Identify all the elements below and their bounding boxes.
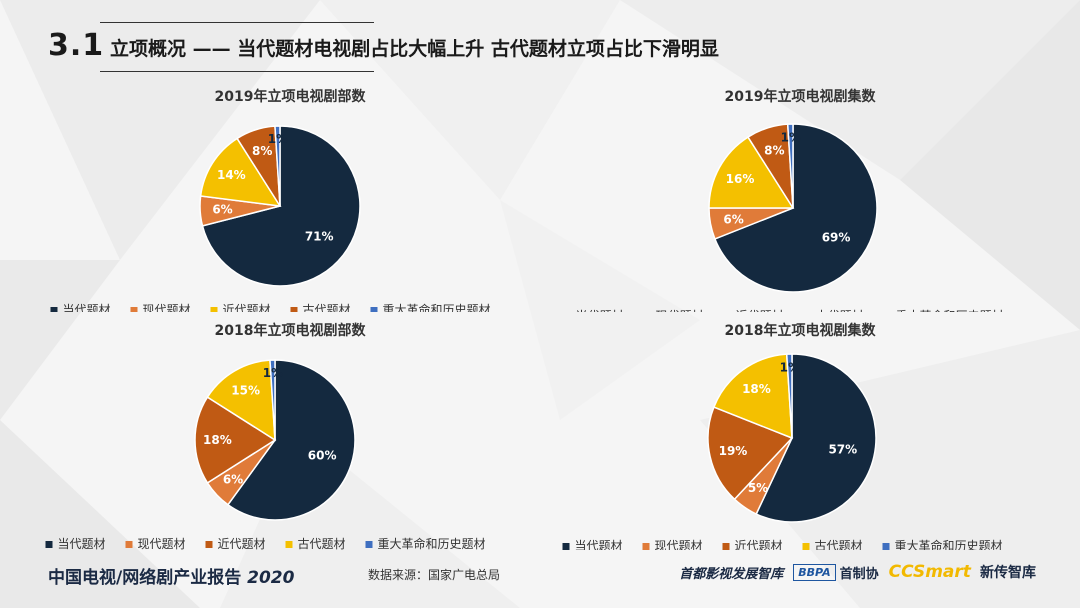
pie-slice-label-1: 57% [828, 442, 857, 456]
pie-slice-label-5: 1% [780, 360, 800, 374]
pie-slice-1 [713, 123, 878, 293]
legend-swatch-3 [205, 541, 213, 548]
pie-slice-5 [786, 123, 794, 209]
chart-2018-series-count: 2018年立项电视剧部数 60% 6% 18% 15% 1% 当代题材 现代题材 近代题材 古代… [30, 316, 550, 551]
legend-label-2: 现代题材 [655, 539, 703, 550]
pie-slice-label-3: 16% [726, 172, 755, 186]
title-rule-lines [100, 22, 374, 72]
legend-swatch-1 [562, 543, 570, 550]
legend-label-4: 古代题材 [815, 538, 863, 550]
report-title: 中国电视/网络剧产业报告 2020 [48, 563, 294, 588]
legend-swatch-3 [722, 543, 730, 550]
pie-slice-5 [269, 359, 276, 441]
data-source: 数据来源：国家广电总局 [368, 568, 501, 582]
logo-bbpa: BBPA 首制协 [793, 563, 879, 582]
legend-label-2: 现代题材 [656, 309, 704, 312]
pie-slice-5 [274, 125, 281, 207]
chart-2019-episode-count: 2019年立项电视剧集数 69% 6% 16% 8%1% 当代题材 现代题材 近代题材 古代题… [540, 82, 1060, 323]
legend-swatch-2 [130, 307, 138, 314]
pie-slice-4 [712, 353, 793, 440]
legend-swatch-4 [285, 541, 293, 548]
legend-label-1: 当代题材 [575, 539, 623, 550]
legend-swatch-2 [642, 543, 650, 550]
chart-title: 2018年立项电视剧集数 [724, 323, 876, 339]
pie-slice-label-2: 5% [748, 481, 768, 495]
pie-chart: 57% 5% 19% 18% 1% 当代题材 现代题材 近代题材 古代题材 重大革命和历史题材 [562, 353, 1003, 553]
pie-slice-1 [201, 125, 361, 287]
legend-label-4: 古代题材 [298, 536, 346, 550]
pie-slice-label-3: 14% [217, 168, 246, 182]
legend-swatch-4 [290, 307, 298, 314]
ccsmart-mark: CCSmart [888, 562, 971, 582]
pie-slice-5 [785, 353, 793, 439]
legend-label-3: 近代题材 [223, 303, 271, 312]
legend-label-5: 重大革命和历史题材 [896, 308, 1004, 312]
legend-label-2: 现代题材 [138, 537, 186, 550]
pie-slice-label-5: 1% [268, 132, 288, 146]
pie-chart: 71% 6% 14% 8%1% 当代题材 现代题材 近代题材 古代题材 重大革命和历史题材 [50, 125, 491, 317]
legend-label-3: 近代题材 [218, 537, 266, 550]
report-title-text: 中国电视/网络剧产业报告 [48, 568, 242, 588]
legend-label-2: 现代题材 [143, 303, 191, 312]
legend-swatch-3 [210, 307, 218, 314]
legend-swatch-5 [882, 543, 890, 550]
pie-slice-label-1: 69% [822, 230, 851, 244]
logo-ccsmart: CCSmart 新传智库 [889, 562, 1036, 582]
partner-logos: 首都影视发展智库 BBPA 首制协 CCSmart 新传智库 [679, 562, 1036, 582]
pie-slice-label-4: 18% [742, 382, 771, 396]
legend-label-4: 古代题材 [816, 308, 864, 312]
chart-2019-series-count: 2019年立项电视剧部数 71% 6% 14% 8% 1% 当代题材 现代题材 近代题材 古代题… [30, 82, 550, 317]
pie-slice-label-3: 19% [719, 444, 748, 458]
legend-swatch-5 [365, 541, 373, 548]
pie-slice-3 [194, 396, 277, 484]
pie-slice-label-4: 8% [764, 143, 784, 157]
bbpa-mark: BBPA [793, 563, 836, 581]
pie-chart: 69% 6% 16% 8%1% 当代题材 现代题材 近代题材 古代题材 重大革命和历史题材 [563, 123, 1004, 323]
pie-slice-label-2: 6% [212, 203, 232, 217]
pie-slice-4 [206, 359, 276, 442]
report-year: 2020 [247, 568, 295, 588]
legend-swatch-5 [370, 307, 378, 314]
chart-2018-episode-count: 2018年立项电视剧集数 57% 5% 19% 18% 1% 当代题材 现代题材 近代题材 古代… [540, 316, 1060, 553]
legend-swatch-2 [125, 541, 133, 548]
legend-label-5: 重大革命和历史题材 [895, 538, 1003, 550]
legend-label-1: 当代题材 [63, 303, 111, 312]
legend-swatch-1 [45, 541, 53, 548]
pie-slice-3 [708, 136, 795, 209]
pie-chart: 60% 6% 18% 15%1% 当代题材 现代题材 近代题材 古代题材 重大革命和历史题材 [45, 359, 486, 551]
pie-slice-1 [226, 359, 356, 521]
legend-label-3: 近代题材 [735, 539, 783, 550]
legend-label-4: 古代题材 [303, 302, 351, 312]
legend-label-3: 近代题材 [736, 309, 784, 312]
section-number: 3.1 [48, 28, 105, 63]
pie-slice-label-4: 15% [231, 383, 260, 397]
chart-title: 2019年立项电视剧集数 [724, 89, 876, 105]
bbpa-text: 首制协 [839, 566, 879, 582]
pie-slice-3 [199, 137, 282, 207]
pie-slice-label-5: 1% [781, 130, 801, 144]
pie-slice-1 [755, 353, 877, 523]
legend-label-1: 当代题材 [58, 537, 106, 550]
pie-slice-label-1: 60% [308, 448, 337, 462]
pie-slice-label-2: 6% [723, 212, 743, 226]
logo-capital-film-think-tank: 首都影视发展智库 [679, 566, 784, 582]
legend-label-1: 当代题材 [576, 309, 624, 312]
slide-title: 立项概况 —— 当代题材电视剧占比大幅上升 古代题材立项占比下滑明显 [110, 38, 719, 60]
pie-slice-label-5: 1% [263, 366, 283, 380]
pie-slice-label-4: 8% [252, 144, 272, 158]
pie-slice-label-3: 18% [203, 433, 232, 447]
pie-slice-label-2: 6% [223, 472, 243, 486]
pie-slice-label-1: 71% [305, 229, 334, 243]
chart-title: 2018年立项电视剧部数 [214, 323, 366, 339]
ccsmart-text: 新传智库 [980, 565, 1036, 581]
chart-title: 2019年立项电视剧部数 [214, 89, 366, 105]
legend-swatch-4 [802, 543, 810, 550]
legend-swatch-1 [50, 307, 58, 314]
legend-label-5: 重大革命和历史题材 [383, 302, 491, 312]
legend-label-5: 重大革命和历史题材 [378, 536, 486, 550]
